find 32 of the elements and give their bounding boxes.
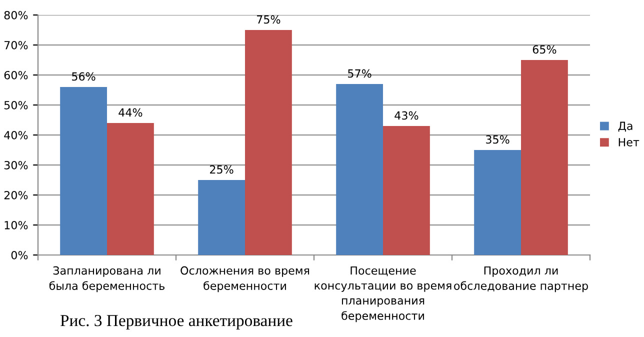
data-label: 56% [72, 72, 96, 81]
data-label: 25% [210, 165, 234, 174]
bar [383, 126, 430, 255]
text: Рис. 3 Первичное анкетирование [60, 314, 292, 330]
data-label: 44% [118, 108, 142, 117]
bar [198, 180, 245, 255]
x-tick-label: Посещение консультации во время планирования беременности [314, 266, 452, 322]
data-label: 35% [486, 135, 510, 144]
data-label: 65% [532, 45, 556, 54]
y-tick-label: 20% [4, 190, 28, 200]
y-tick-label: 40% [4, 130, 28, 140]
x-tick-label: Осложнения во время беременности [180, 266, 310, 292]
y-tick-label: 50% [4, 100, 28, 110]
legend-label: Нет [618, 138, 640, 146]
data-label: 75% [257, 15, 280, 24]
y-tick-label: 30% [4, 160, 28, 170]
y-tick-label: 60% [4, 70, 28, 80]
y-tick-label: 70% [4, 40, 28, 50]
data-label: 43% [394, 111, 418, 120]
bar [521, 60, 568, 255]
bar [245, 30, 292, 255]
bar [336, 84, 383, 255]
y-tick-label: 80% [4, 10, 28, 20]
x-tick-label: Проходил ли обследование партнер [454, 266, 588, 292]
bar [60, 87, 107, 255]
x-tick-label: Запланирована ли была беременность [49, 266, 164, 292]
y-tick-label: 0% [11, 250, 28, 260]
bar [107, 123, 154, 255]
bar [474, 150, 521, 255]
data-label: 57% [348, 69, 372, 78]
legend-label: Да [618, 122, 632, 132]
y-tick-label: 10% [4, 220, 28, 230]
